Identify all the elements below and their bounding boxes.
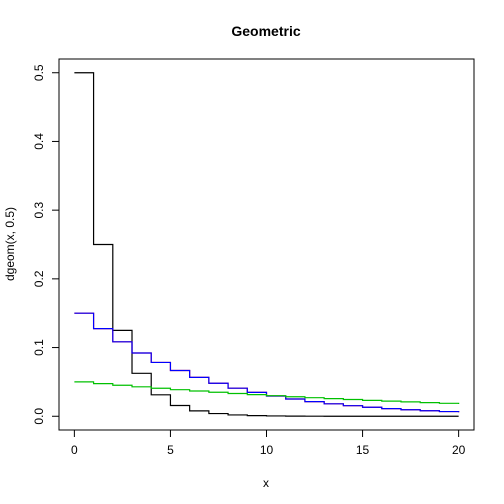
series-line-0: [74, 72, 459, 417]
series-layer: [74, 72, 460, 417]
series-line-3: [74, 381, 460, 404]
x-tick-label-2: 10: [260, 443, 274, 457]
y-tick-label-5: 0.5: [32, 64, 46, 81]
x-axis-label: x: [263, 476, 269, 490]
x-tick-label-0: 0: [71, 443, 78, 457]
x-tick-label-1: 5: [167, 443, 174, 457]
plot-frame: [58, 58, 475, 431]
y-tick-label-1: 0.1: [32, 339, 46, 356]
x-axis: 0 5 10 15 20: [71, 429, 466, 457]
y-tick-label-0: 0.0: [32, 408, 46, 425]
y-axis: 0.0 0.1 0.2 0.3 0.4 0.5: [32, 64, 60, 425]
chart-title: Geometric: [231, 23, 300, 39]
y-tick-label-2: 0.2: [32, 270, 46, 287]
y-tick-label-4: 0.4: [32, 133, 46, 150]
x-tick-label-4: 20: [452, 443, 466, 457]
y-axis-label: dgeom(x, 0.5): [3, 207, 17, 281]
y-tick-label-3: 0.3: [32, 201, 46, 218]
x-tick-label-3: 15: [356, 443, 370, 457]
